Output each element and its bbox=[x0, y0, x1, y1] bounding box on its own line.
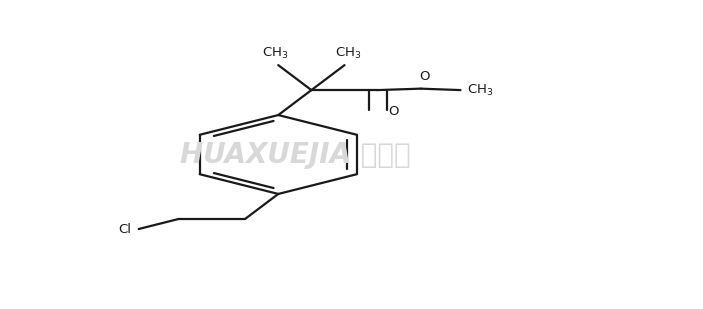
Text: CH$_3$: CH$_3$ bbox=[467, 83, 494, 98]
Text: O: O bbox=[388, 105, 399, 118]
Text: Cl: Cl bbox=[119, 222, 131, 235]
Text: HUAXUEJIA 化学加: HUAXUEJIA 化学加 bbox=[181, 141, 411, 168]
Text: CH$_3$: CH$_3$ bbox=[335, 45, 361, 61]
Text: CH$_3$: CH$_3$ bbox=[262, 45, 288, 61]
Text: O: O bbox=[419, 70, 430, 83]
